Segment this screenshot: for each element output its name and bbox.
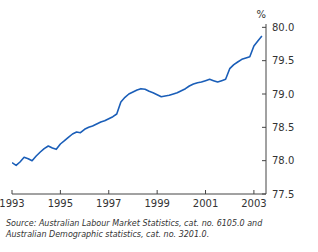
x-tick-label: 1993 <box>0 198 25 209</box>
chart: 1993 1995 1997 1999 2001 2003 77.5 78.0 78.5 79.0… <box>0 0 318 252</box>
x-tick <box>253 190 254 194</box>
y-tick-label: 79.5 <box>272 55 294 66</box>
x-tick-label: 1999 <box>144 198 169 209</box>
y-tick-label: 78.0 <box>272 155 294 166</box>
x-tick <box>12 190 13 194</box>
x-tick <box>60 190 61 194</box>
x-tick <box>205 190 206 194</box>
x-tick-label: 1995 <box>48 198 73 209</box>
x-tick <box>108 190 109 194</box>
y-tick <box>262 60 266 61</box>
line <box>12 36 262 165</box>
y-tick <box>262 94 266 95</box>
y-tick <box>262 160 266 161</box>
y-tick <box>262 194 266 195</box>
y-tick <box>262 127 266 128</box>
y-axis <box>266 24 267 194</box>
x-tick-label: 1997 <box>96 198 121 209</box>
y-tick-label: 77.5 <box>272 189 294 200</box>
source-line: Australian Demographic statistics, cat. … <box>5 230 209 239</box>
x-tick <box>157 190 158 194</box>
x-tick-label: 2001 <box>193 198 218 209</box>
x-tick-label: 2003 <box>241 198 266 209</box>
y-label: % <box>256 9 266 20</box>
x-axis <box>12 194 266 195</box>
y-tick-label: 78.5 <box>272 122 294 133</box>
plot-area <box>12 36 262 165</box>
source: Source: Australian Labour Market Statist… <box>5 219 263 239</box>
source-line: Source: Australian Labour Market Statist… <box>6 219 263 228</box>
y-tick <box>262 27 266 28</box>
y-tick-label: 79.0 <box>272 89 294 100</box>
y-tick-label: 80.0 <box>272 22 294 33</box>
